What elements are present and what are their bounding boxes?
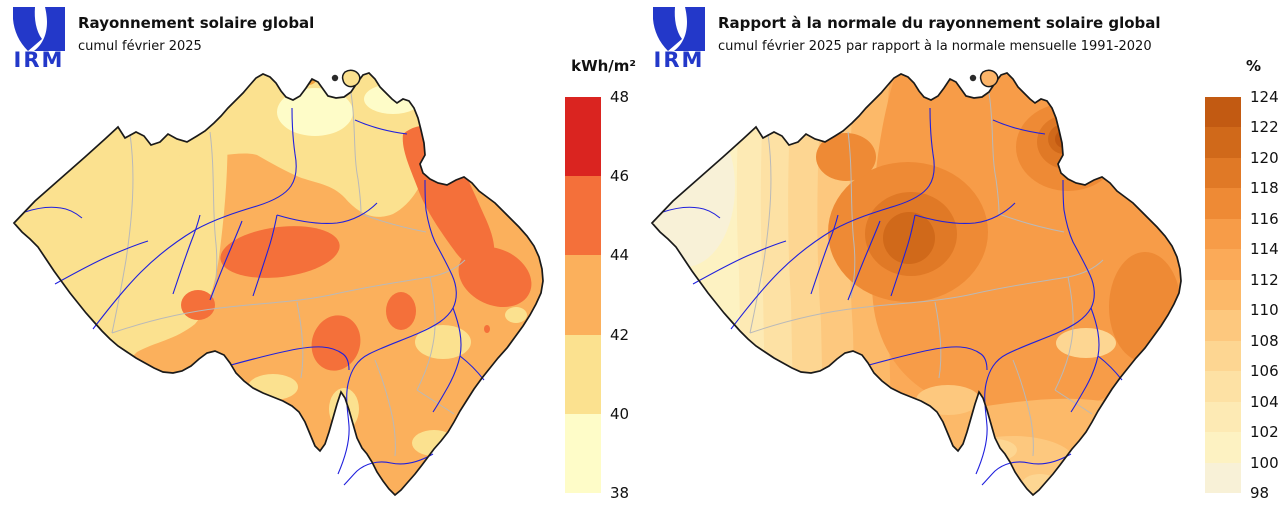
legend-ticks: 48 46 44 42 40 38 <box>610 88 652 502</box>
legend-tick-label: 110 <box>1250 301 1279 320</box>
map-subtitle-left: cumul février 2025 <box>78 39 202 54</box>
legend-tick-label: 100 <box>1250 453 1279 472</box>
legend-tick-label: 44 <box>610 246 630 265</box>
legend-segment <box>565 97 601 177</box>
irm-logo-icon <box>13 7 65 51</box>
legend-unit-left: kWh/m² <box>571 57 636 75</box>
legend-tick-label: 106 <box>1250 362 1279 381</box>
legend-unit-right: % <box>1245 57 1261 75</box>
legend-segment <box>1205 340 1241 372</box>
legend-segment <box>1205 279 1241 311</box>
legend-segment <box>1205 157 1241 189</box>
legend-bar <box>1205 97 1241 494</box>
legend-tick-label: 114 <box>1250 240 1279 259</box>
map-left-belgium-radiation <box>5 69 550 507</box>
baarle-exclaves <box>969 69 999 88</box>
irm-logo-text: IRM <box>653 48 705 72</box>
legend-segment <box>1205 401 1241 433</box>
legend-tick-label: 46 <box>610 167 630 186</box>
colorbar-right: 124 122 120 118 116 114 112 110 108 106 104 102 100 9… <box>1205 88 1280 502</box>
legend-segment <box>1205 127 1241 158</box>
legend-segment <box>1205 97 1241 128</box>
irm-logo: IRM <box>10 6 68 71</box>
legend-segment <box>565 255 601 335</box>
legend-tick-label: 102 <box>1250 423 1279 442</box>
legend-segment <box>1205 249 1241 280</box>
legend-tick-label: 118 <box>1250 179 1279 198</box>
legend-segment <box>1205 310 1241 341</box>
map-title-right: Rapport à la normale du rayonnement sola… <box>718 14 1161 32</box>
baarle-exclaves <box>331 69 361 88</box>
map-subtitle-right: cumul février 2025 par rapport à la norm… <box>718 39 1152 54</box>
legend-tick-label: 108 <box>1250 331 1279 350</box>
colorbar-left: 48 46 44 42 40 38 <box>565 88 652 502</box>
legend-tick-label: 116 <box>1250 209 1279 228</box>
legend-segment <box>565 413 601 494</box>
map-right-belgium-ratio <box>643 69 1188 507</box>
legend-tick-label: 120 <box>1250 148 1279 167</box>
legend-tick-label: 104 <box>1250 392 1279 411</box>
legend-tick-label: 112 <box>1250 270 1279 289</box>
legend-tick-label: 40 <box>610 404 630 423</box>
legend-segment <box>1205 218 1241 250</box>
legend-tick-label: 122 <box>1250 118 1279 137</box>
legend-segment <box>1205 371 1241 402</box>
legend-tick-label: 42 <box>610 325 630 344</box>
legend-segment <box>565 334 601 414</box>
legend-tick-label: 98 <box>1250 484 1270 502</box>
map-title-left: Rayonnement solaire global <box>78 14 315 32</box>
irm-logo: IRM <box>650 6 708 71</box>
legend-segment <box>1205 188 1241 219</box>
legend-tick-label: 48 <box>610 88 630 106</box>
legend-segment <box>1205 432 1241 463</box>
legend-bar <box>565 97 601 494</box>
irm-logo-icon <box>653 7 705 51</box>
legend-ticks: 124 122 120 118 116 114 112 110 108 106 104 102 100 9… <box>1250 88 1280 502</box>
irm-logo-text: IRM <box>13 48 65 72</box>
legend-segment <box>565 176 601 256</box>
legend-tick-label: 124 <box>1250 88 1279 106</box>
legend-segment <box>1205 462 1241 494</box>
legend-tick-label: 38 <box>610 484 630 502</box>
